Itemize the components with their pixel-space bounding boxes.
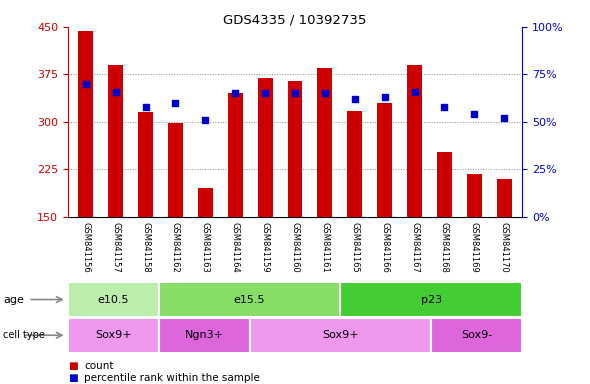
Bar xyxy=(340,282,522,317)
Point xyxy=(440,104,449,110)
Bar xyxy=(377,103,392,217)
Point xyxy=(201,117,210,123)
Text: Sox9-: Sox9- xyxy=(461,330,492,340)
Text: GSM841165: GSM841165 xyxy=(350,222,359,273)
Text: GSM841167: GSM841167 xyxy=(410,222,419,273)
Text: GSM841164: GSM841164 xyxy=(231,222,240,273)
Text: Sox9+: Sox9+ xyxy=(95,330,132,340)
Bar xyxy=(431,318,522,353)
Text: Sox9+: Sox9+ xyxy=(322,330,359,340)
Text: percentile rank within the sample: percentile rank within the sample xyxy=(84,373,260,383)
Text: GSM841170: GSM841170 xyxy=(500,222,509,273)
Point xyxy=(141,104,150,110)
Point xyxy=(380,94,389,100)
Point xyxy=(500,115,509,121)
Text: GSM841157: GSM841157 xyxy=(111,222,120,273)
Bar xyxy=(317,68,332,217)
Bar xyxy=(138,113,153,217)
Point xyxy=(320,90,330,96)
Text: GSM841158: GSM841158 xyxy=(141,222,150,273)
Text: e10.5: e10.5 xyxy=(97,295,129,305)
Text: ■: ■ xyxy=(68,373,78,383)
Point xyxy=(171,100,180,106)
Bar xyxy=(258,78,273,217)
Bar xyxy=(437,152,452,217)
Bar xyxy=(68,282,159,317)
Bar xyxy=(168,123,183,217)
Bar xyxy=(497,179,512,217)
Bar xyxy=(68,318,159,353)
Text: age: age xyxy=(3,295,24,305)
Bar xyxy=(407,65,422,217)
Text: e15.5: e15.5 xyxy=(234,295,266,305)
Bar xyxy=(108,65,123,217)
Bar xyxy=(250,318,431,353)
Text: GSM841161: GSM841161 xyxy=(320,222,329,273)
Point xyxy=(290,90,300,96)
Bar xyxy=(348,111,362,217)
Bar xyxy=(228,93,242,217)
Text: GSM841156: GSM841156 xyxy=(81,222,90,273)
Bar xyxy=(159,282,340,317)
Text: GDS4335 / 10392735: GDS4335 / 10392735 xyxy=(223,13,367,26)
Point xyxy=(231,90,240,96)
Text: GSM841166: GSM841166 xyxy=(380,222,389,273)
Text: p23: p23 xyxy=(421,295,442,305)
Point xyxy=(111,88,120,94)
Text: GSM841162: GSM841162 xyxy=(171,222,180,273)
Text: cell type: cell type xyxy=(3,330,45,340)
Text: count: count xyxy=(84,361,114,371)
Bar xyxy=(198,189,213,217)
Point xyxy=(81,81,90,87)
Bar xyxy=(467,174,482,217)
Point xyxy=(260,90,270,96)
Text: GSM841159: GSM841159 xyxy=(261,222,270,273)
Text: ■: ■ xyxy=(68,361,78,371)
Point xyxy=(350,96,359,102)
Text: GSM841163: GSM841163 xyxy=(201,222,210,273)
Bar xyxy=(287,81,303,217)
Point xyxy=(410,88,419,94)
Point xyxy=(470,111,479,118)
Text: GSM841169: GSM841169 xyxy=(470,222,479,273)
Bar xyxy=(78,31,93,217)
Text: GSM841168: GSM841168 xyxy=(440,222,449,273)
Text: GSM841160: GSM841160 xyxy=(290,222,300,273)
Bar xyxy=(159,318,250,353)
Text: Ngn3+: Ngn3+ xyxy=(185,330,224,340)
